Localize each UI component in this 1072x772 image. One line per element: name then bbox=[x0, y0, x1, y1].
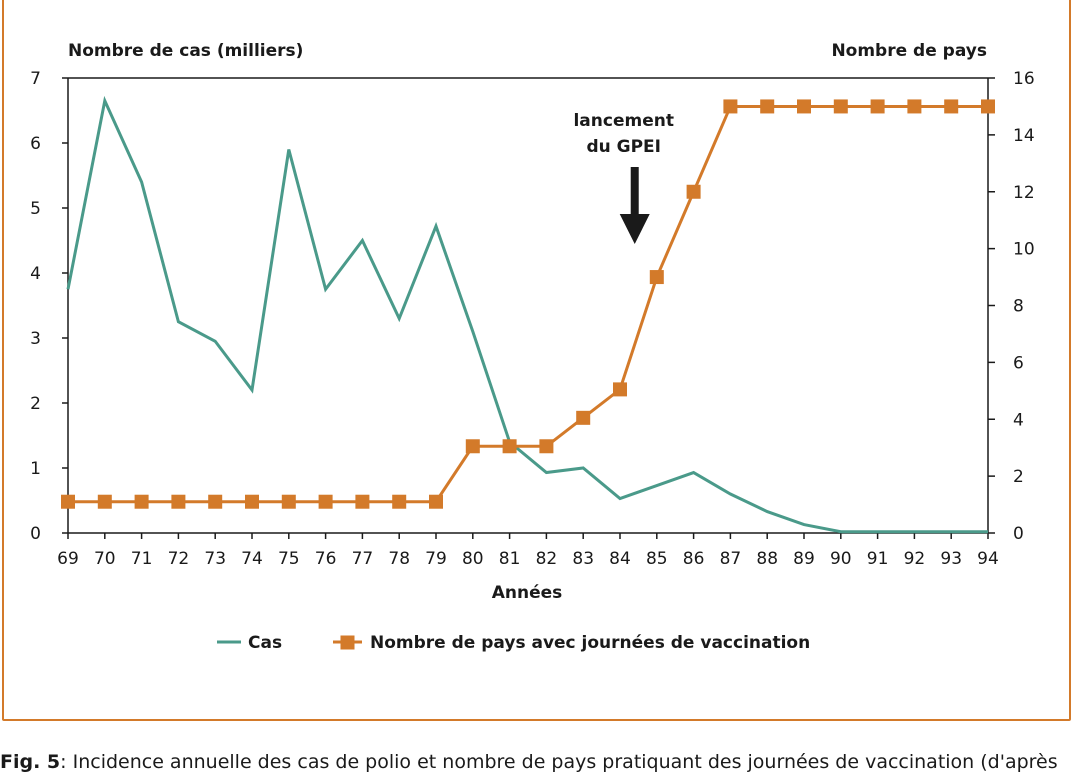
left-tick-label: 4 bbox=[30, 264, 41, 284]
x-tick-label: 73 bbox=[204, 549, 226, 569]
series-line-1 bbox=[68, 104, 988, 504]
x-tick-label: 78 bbox=[388, 549, 410, 569]
x-tick-label: 91 bbox=[867, 549, 889, 569]
chart: Nombre de cas (milliers) Nombre de pays … bbox=[30, 41, 1034, 653]
x-tick-label: 76 bbox=[315, 549, 337, 569]
left-tick-label: 5 bbox=[30, 199, 41, 219]
series-1-point bbox=[171, 494, 186, 509]
left-tick-label: 3 bbox=[30, 329, 41, 349]
legend-label-pays: Nombre de pays avec journées de vaccinat… bbox=[370, 633, 810, 653]
figure-caption: Fig. 5: Incidence annuelle des cas de po… bbox=[0, 747, 1072, 772]
x-tick-label: 85 bbox=[646, 549, 668, 569]
x-axis-label: Années bbox=[492, 583, 563, 603]
x-tick-label: 88 bbox=[756, 549, 778, 569]
annotation-line-0: lancement bbox=[573, 111, 673, 131]
series-1-point bbox=[613, 382, 627, 397]
series-1-point bbox=[355, 494, 370, 509]
right-tick-label: 6 bbox=[1013, 353, 1024, 373]
right-tick-label: 14 bbox=[1013, 126, 1035, 146]
x-tick-label: 79 bbox=[425, 549, 447, 569]
series-1-point bbox=[760, 99, 775, 114]
right-tick-label: 12 bbox=[1013, 183, 1035, 203]
x-tick-label: 83 bbox=[572, 549, 594, 569]
series-1-point bbox=[281, 494, 296, 509]
x-tick-label: 75 bbox=[278, 549, 300, 569]
x-tick-label: 70 bbox=[94, 549, 116, 569]
x-tick-label: 87 bbox=[720, 549, 742, 569]
series-1-point bbox=[392, 494, 407, 509]
x-tick-label: 80 bbox=[462, 549, 484, 569]
right-tick-label: 8 bbox=[1013, 297, 1024, 317]
left-tick-label: 6 bbox=[30, 134, 41, 154]
series-1-point bbox=[97, 494, 112, 509]
series-1-point bbox=[723, 99, 738, 114]
annotation-arrow-shaft bbox=[630, 167, 639, 215]
right-axis-label: Nombre de pays bbox=[831, 41, 987, 61]
x-tick-label: 69 bbox=[57, 549, 79, 569]
x-tick-label: 74 bbox=[241, 549, 263, 569]
right-tick-label: 0 bbox=[1013, 524, 1024, 544]
left-tick-label: 7 bbox=[30, 69, 41, 89]
left-tick-label: 1 bbox=[30, 459, 41, 479]
x-tick-label: 93 bbox=[940, 549, 962, 569]
x-tick-label: 71 bbox=[131, 549, 153, 569]
caption-label: Fig. 5 bbox=[0, 751, 61, 772]
series-1-point bbox=[797, 99, 811, 114]
right-tick-label: 2 bbox=[1013, 467, 1024, 487]
annotation-layer: lancement du GPEI bbox=[573, 111, 674, 244]
series-1-point bbox=[907, 99, 922, 114]
left-tick-label: 2 bbox=[30, 394, 41, 414]
x-tick-label: 84 bbox=[609, 549, 631, 569]
series-1-point bbox=[576, 410, 591, 425]
series-1-point bbox=[134, 494, 149, 509]
series-1-point bbox=[944, 99, 959, 114]
right-tick-label: 10 bbox=[1013, 240, 1035, 260]
legend: Cas Nombre de pays avec journées de vacc… bbox=[217, 633, 810, 653]
x-tick-label: 92 bbox=[904, 549, 926, 569]
x-tick-label: 86 bbox=[683, 549, 705, 569]
left-tick-label: 0 bbox=[30, 524, 41, 544]
legend-label-cas: Cas bbox=[248, 633, 282, 653]
series-1-point bbox=[208, 494, 223, 509]
series-1-point bbox=[245, 494, 259, 509]
series-1-point bbox=[833, 99, 848, 114]
right-tick-label: 4 bbox=[1013, 410, 1024, 430]
left-axis-title: Nombre de cas (milliers) bbox=[68, 41, 303, 61]
annotation-line-1: du GPEI bbox=[586, 137, 661, 157]
x-tick-label: 81 bbox=[499, 549, 521, 569]
x-tick-label: 72 bbox=[168, 549, 190, 569]
x-tick-label: 89 bbox=[793, 549, 815, 569]
series-1-point bbox=[429, 494, 443, 509]
x-tick-label: 94 bbox=[977, 549, 999, 569]
series-1-point bbox=[649, 270, 664, 285]
series-1-point bbox=[686, 184, 701, 199]
legend-swatch-pays-marker bbox=[340, 635, 355, 650]
series-1-point bbox=[61, 494, 75, 509]
series-1-point bbox=[502, 439, 517, 454]
series-1-point bbox=[539, 439, 554, 454]
series-1-point bbox=[318, 494, 333, 509]
annotation-arrow-head bbox=[619, 214, 650, 244]
series-1-point bbox=[870, 99, 885, 114]
x-tick-label: 82 bbox=[536, 549, 558, 569]
left-axis-label: Nombre de cas (milliers) bbox=[68, 41, 303, 61]
series-layer bbox=[61, 95, 995, 534]
figure-frame bbox=[2, 0, 1071, 721]
series-1-point bbox=[465, 439, 480, 454]
series-line-0 bbox=[66, 95, 988, 534]
right-tick-label: 16 bbox=[1013, 69, 1035, 89]
caption-text: : Incidence annuelle des cas de polio et… bbox=[60, 751, 1058, 772]
series-1-point bbox=[981, 99, 995, 114]
x-tick-label: 90 bbox=[830, 549, 852, 569]
x-tick-label: 77 bbox=[352, 549, 374, 569]
